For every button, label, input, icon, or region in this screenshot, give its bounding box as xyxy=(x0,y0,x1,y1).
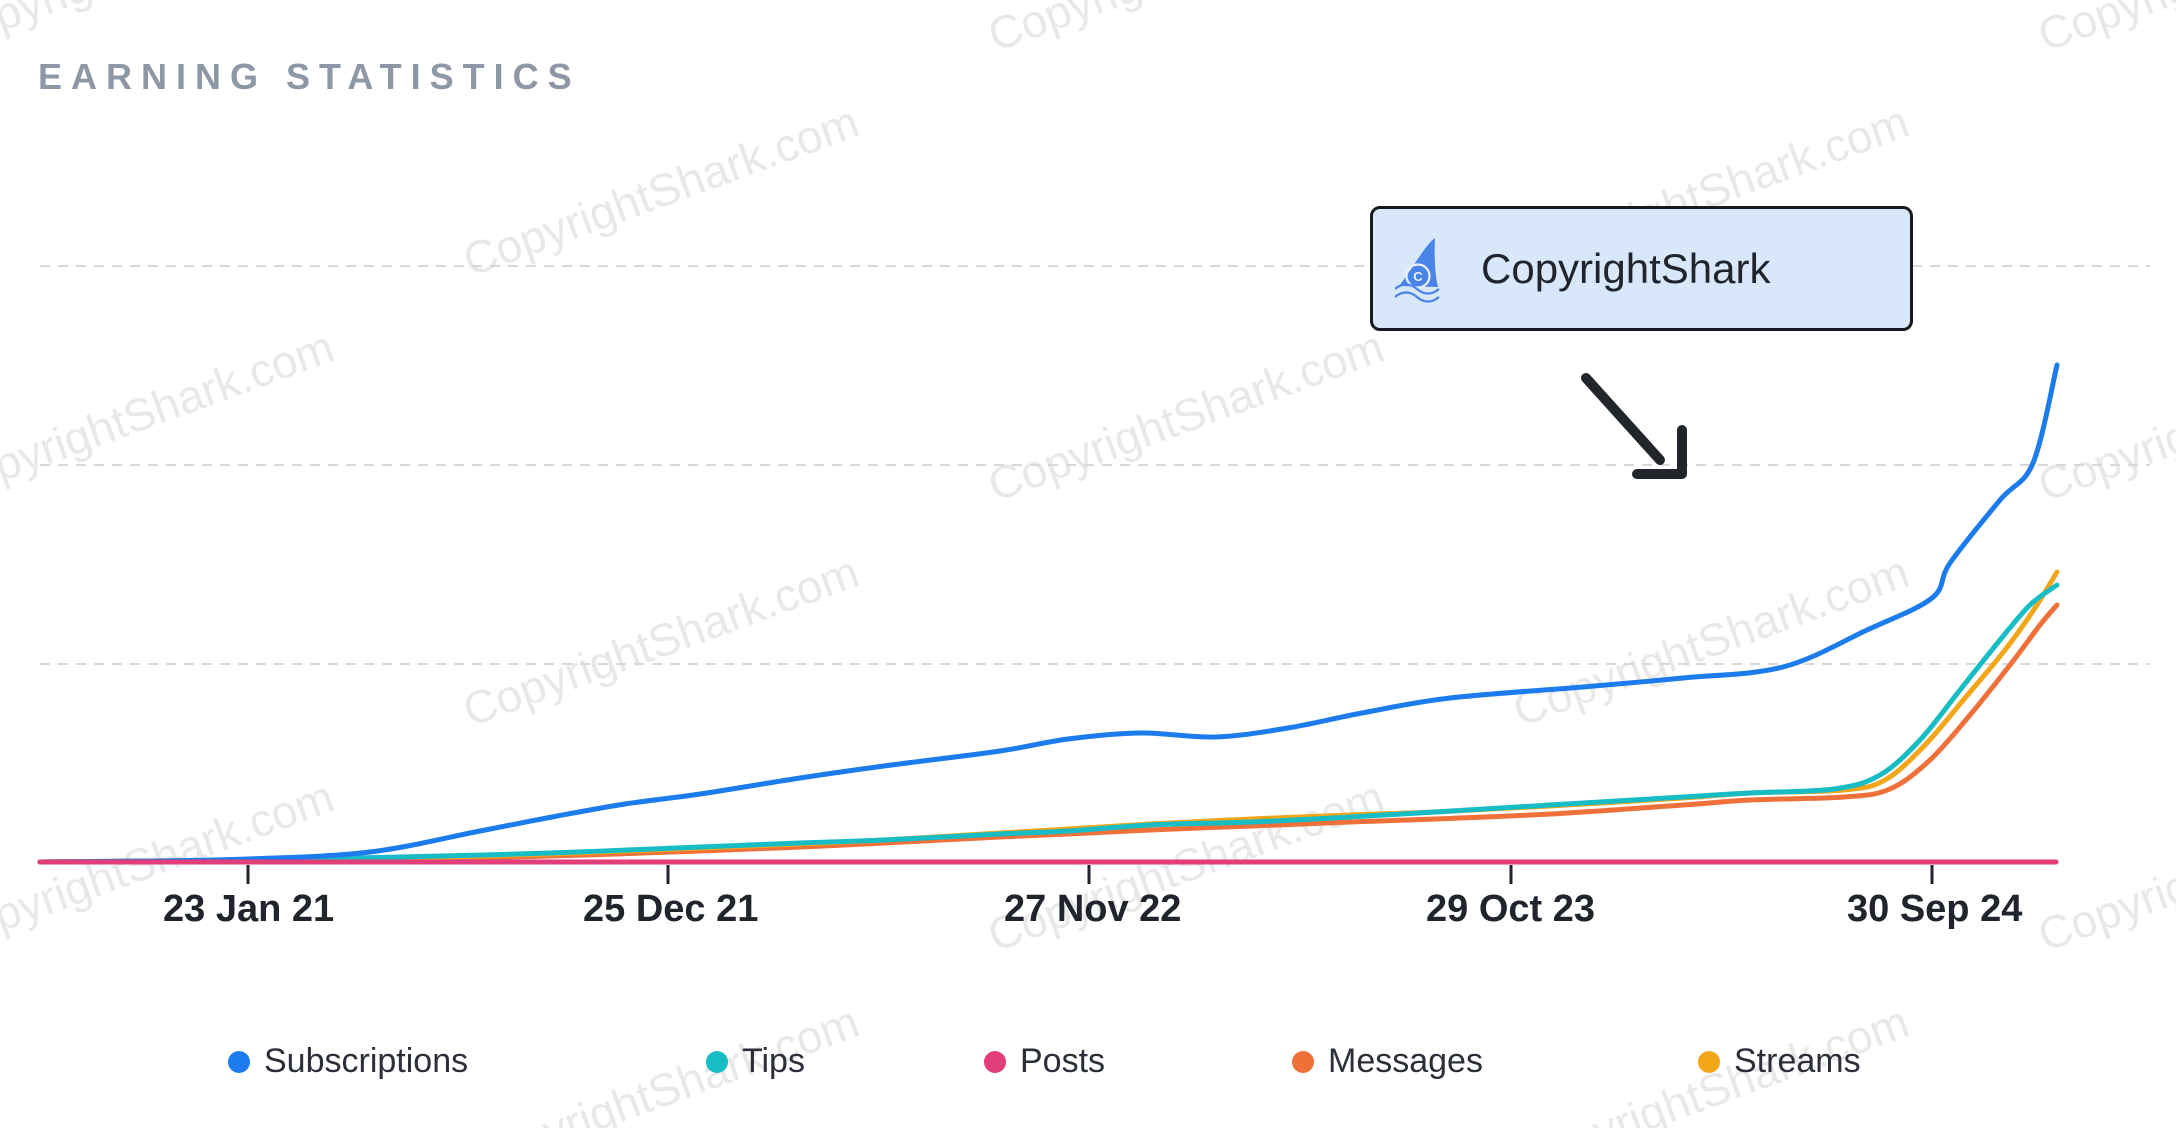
svg-text:C: C xyxy=(1413,269,1423,284)
